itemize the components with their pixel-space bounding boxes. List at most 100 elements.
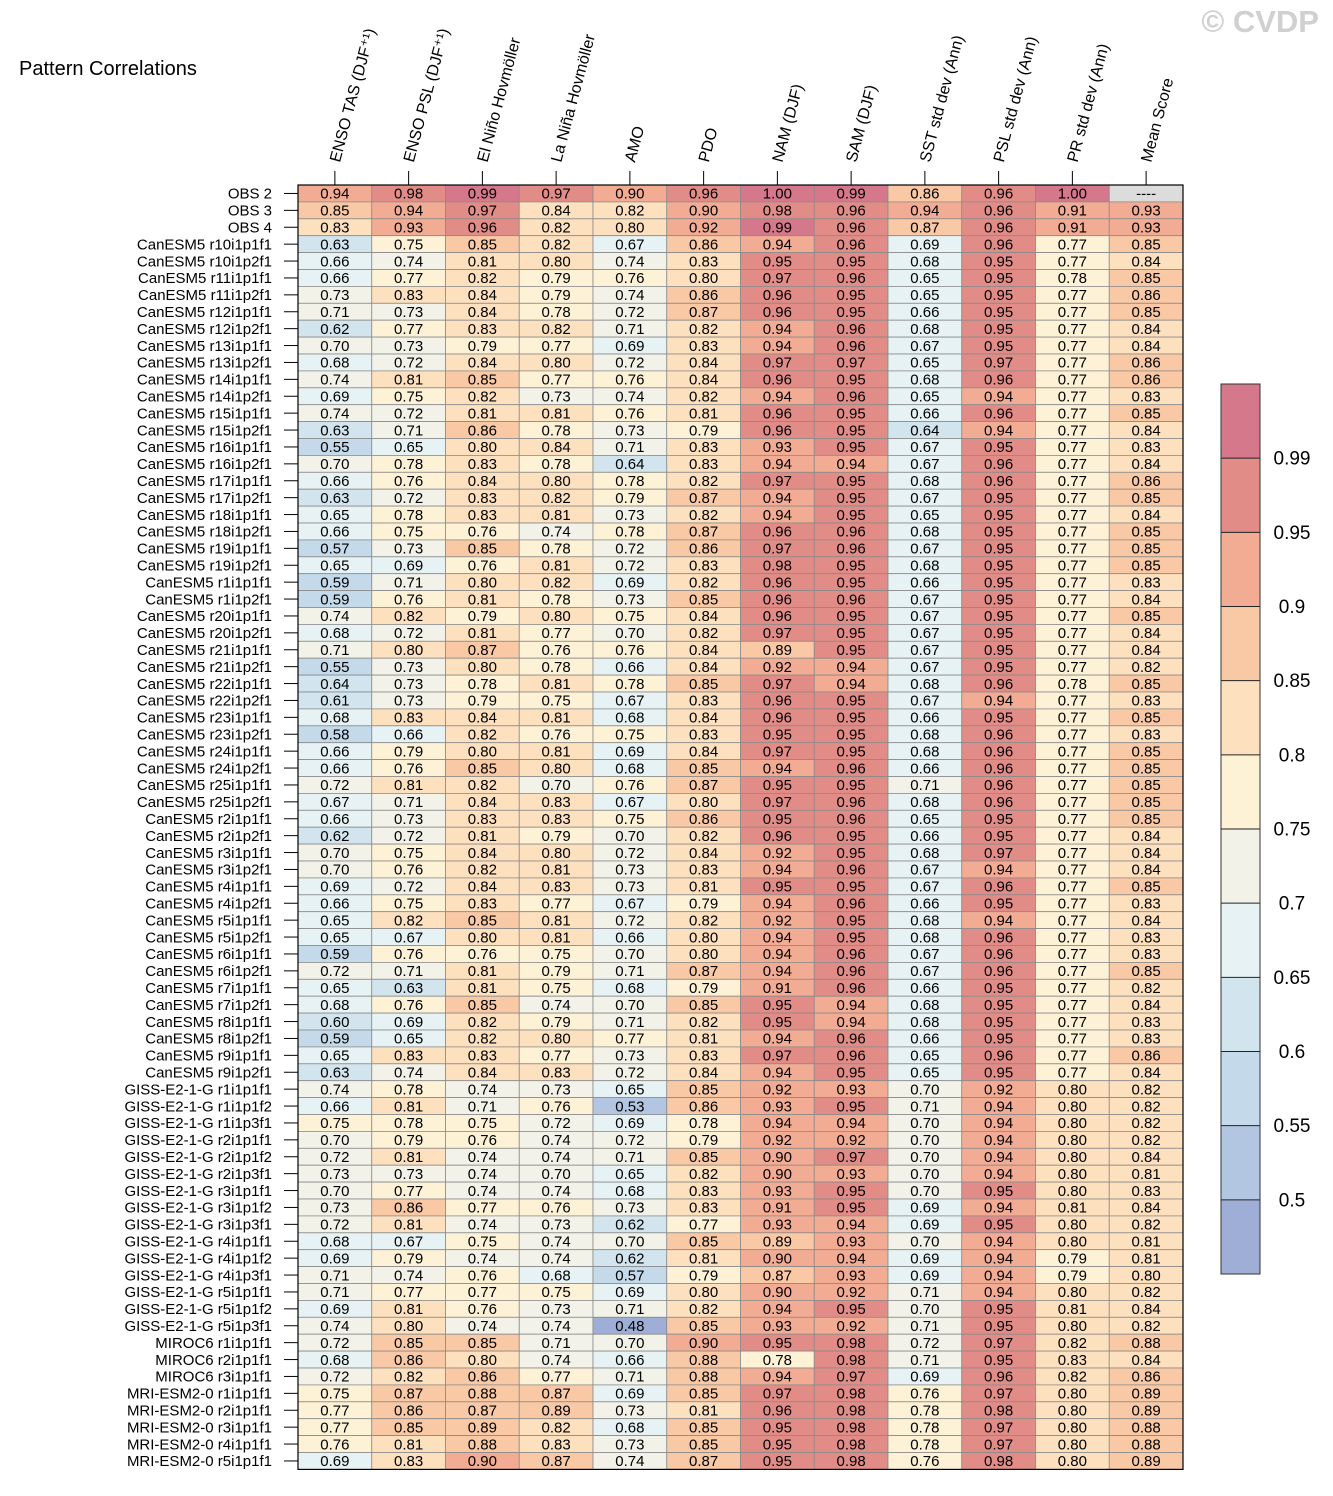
colorbar-label: 0.95 [1274, 523, 1311, 544]
cell-value: 0.75 [542, 693, 571, 710]
cell-value: 0.71 [394, 794, 423, 811]
cell-value: 0.93 [837, 1081, 866, 1098]
cell-value: 0.73 [615, 507, 644, 524]
cell-value: 0.64 [320, 676, 349, 693]
cell-value: 0.80 [1058, 1183, 1087, 1200]
cell-value: 0.99 [837, 186, 866, 203]
cell-value: 0.87 [542, 1386, 571, 1403]
cell-value: 0.96 [763, 608, 792, 625]
cell-value: 0.78 [394, 1115, 423, 1132]
cell-value: 0.80 [689, 1284, 718, 1301]
cell-value: 0.60 [320, 1014, 349, 1031]
cell-value: 0.78 [910, 1403, 939, 1420]
row-label: MRI-ESM2-0 r4i1p1f1 [127, 1436, 272, 1453]
cell-value: 0.96 [984, 203, 1013, 220]
cell-value: 0.75 [615, 727, 644, 744]
cell-value: 0.68 [910, 321, 939, 338]
cell-value: 0.79 [542, 1014, 571, 1031]
cell-value: 0.85 [1132, 794, 1161, 811]
cell-value: 0.67 [910, 490, 939, 507]
cell-value: 0.72 [615, 304, 644, 321]
cell-value: 0.63 [320, 422, 349, 439]
cell-value: 0.94 [984, 1098, 1013, 1115]
cell-value: 0.77 [1058, 794, 1087, 811]
column-label: La Niña Hovmöller [549, 32, 600, 164]
cell-value: 0.77 [1058, 642, 1087, 659]
cell-value: 0.73 [615, 591, 644, 608]
cell-value: 0.85 [689, 1149, 718, 1166]
cell-value: 0.97 [763, 743, 792, 760]
cell-value: 0.97 [984, 1386, 1013, 1403]
cell-value: 0.82 [394, 1369, 423, 1386]
cell-value: 0.95 [984, 1183, 1013, 1200]
cell-value: 0.77 [1058, 338, 1087, 355]
cell-value: 0.80 [615, 220, 644, 237]
cell-value: 0.70 [910, 1081, 939, 1098]
cell-value: 0.95 [984, 997, 1013, 1014]
cell-value: 0.65 [910, 507, 939, 524]
cell-value: 0.74 [468, 1250, 497, 1267]
row-label: CanESM5 r3i1p2f1 [145, 862, 272, 879]
cell-value: 0.71 [910, 777, 939, 794]
row-label: CanESM5 r22i1p1f1 [137, 676, 272, 693]
cell-value: 0.65 [910, 1065, 939, 1082]
cell-value: 0.77 [1058, 727, 1087, 744]
cell-value: 0.95 [837, 439, 866, 456]
cell-value: 0.82 [542, 1419, 571, 1436]
cell-value: 0.81 [1058, 1301, 1087, 1318]
cell-value: 0.65 [320, 507, 349, 524]
cell-value: 0.90 [763, 1250, 792, 1267]
cell-value: 0.90 [615, 186, 644, 203]
cell-value: 0.85 [689, 997, 718, 1014]
cell-value: 0.69 [910, 1200, 939, 1217]
cell-value: 0.95 [984, 811, 1013, 828]
cell-value: 0.96 [837, 524, 866, 541]
row-label: GISS-E2-1-G r1i1p1f1 [124, 1081, 272, 1098]
cell-value: 0.94 [837, 676, 866, 693]
cell-value: 0.74 [320, 1318, 349, 1335]
cell-value: 0.67 [910, 946, 939, 963]
cell-value: 0.82 [689, 574, 718, 591]
row-label: OBS 3 [228, 203, 272, 220]
cell-value: 0.85 [1132, 963, 1161, 980]
cell-value: 0.95 [763, 879, 792, 896]
cell-value: 0.96 [984, 372, 1013, 389]
cell-value: 0.68 [615, 980, 644, 997]
cell-value: 0.80 [1132, 1267, 1161, 1284]
cell-value: 0.95 [837, 1065, 866, 1082]
cell-value: 0.95 [763, 727, 792, 744]
cell-value: 0.67 [615, 794, 644, 811]
cell-value: 0.95 [763, 1453, 792, 1470]
cell-value: 0.83 [468, 896, 497, 913]
cell-value: 0.96 [837, 862, 866, 879]
colorbar-segment [1221, 754, 1260, 829]
cell-value: 0.95 [984, 558, 1013, 575]
cell-value: 0.87 [689, 777, 718, 794]
cell-value: 0.96 [837, 591, 866, 608]
cell-value: 0.85 [689, 591, 718, 608]
colorbar-segment [1221, 977, 1260, 1052]
cell-value: 0.81 [394, 1436, 423, 1453]
cell-value: 0.77 [468, 1284, 497, 1301]
cell-value: 0.66 [910, 1031, 939, 1048]
cell-value: 0.76 [615, 405, 644, 422]
cell-value: 0.69 [320, 1453, 349, 1470]
cell-value: 0.85 [468, 997, 497, 1014]
cell-value: 0.96 [837, 541, 866, 558]
cell-value: 0.84 [689, 608, 718, 625]
cell-value: 0.57 [320, 541, 349, 558]
row-label: CanESM5 r16i1p1f1 [137, 439, 272, 456]
cell-value: 0.95 [763, 811, 792, 828]
cell-value: 0.84 [1132, 1065, 1161, 1082]
cell-value: 0.98 [837, 1403, 866, 1420]
cell-value: 0.83 [689, 1048, 718, 1065]
cell-value: 0.84 [1132, 997, 1161, 1014]
cell-value: 0.95 [837, 1098, 866, 1115]
row-label: MRI-ESM2-0 r5i1p1f1 [127, 1453, 272, 1470]
cell-value: 0.84 [1132, 1200, 1161, 1217]
cell-value: 0.66 [910, 710, 939, 727]
cell-value: 0.77 [1058, 304, 1087, 321]
cell-value: 0.83 [689, 727, 718, 744]
cell-value: 0.82 [542, 574, 571, 591]
cell-value: 0.97 [984, 1335, 1013, 1352]
